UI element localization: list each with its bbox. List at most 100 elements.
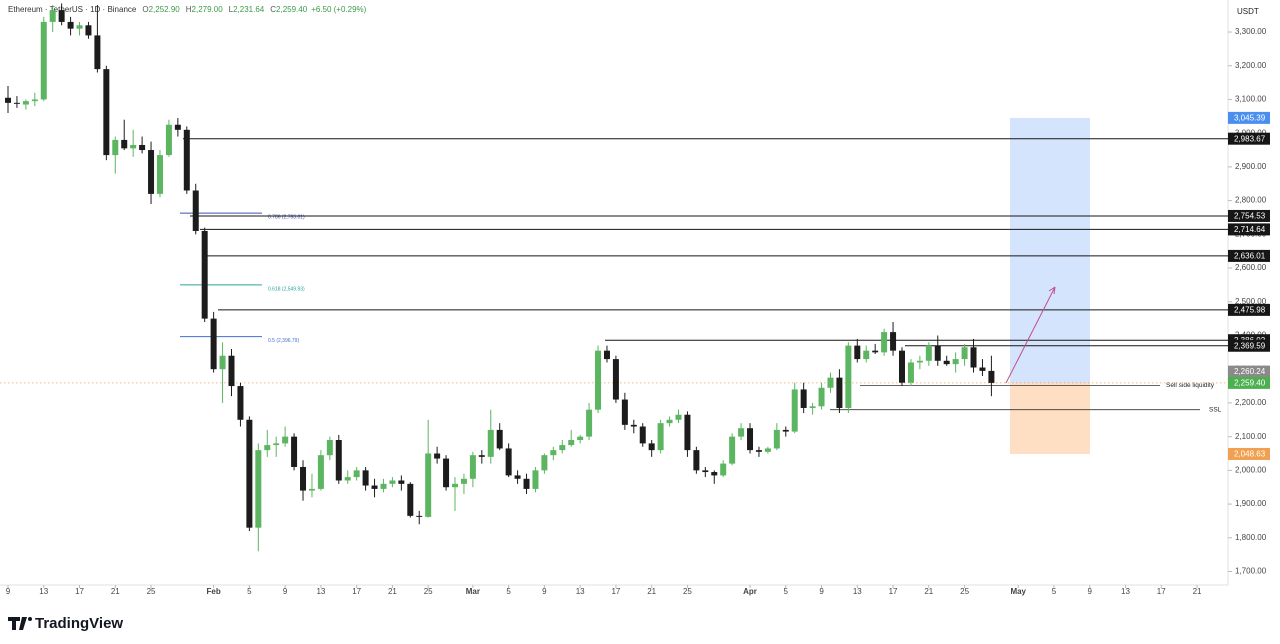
- candle-body: [621, 399, 628, 425]
- price-label-box: [1228, 376, 1270, 389]
- candle-body: [890, 332, 897, 351]
- candle-body: [398, 480, 405, 484]
- candle-body: [335, 440, 342, 481]
- x-tick-label: 13: [853, 587, 862, 596]
- candle-body: [943, 360, 950, 365]
- candle-body: [434, 453, 441, 459]
- candle-body: [559, 445, 566, 451]
- candle-body: [872, 350, 879, 353]
- candle-body: [210, 318, 217, 370]
- candle-body: [246, 419, 253, 528]
- candle-body: [291, 436, 298, 467]
- candle-body: [586, 409, 593, 437]
- candle-body: [353, 470, 360, 478]
- header: Ethereum · TetherUS · 1D · Binance O2,252…: [8, 5, 367, 14]
- x-tick-label: 5: [784, 587, 789, 596]
- price-label: 2,636.01: [1234, 252, 1266, 261]
- candle-body: [264, 445, 271, 451]
- candle-body: [907, 362, 914, 383]
- x-tick-label: 17: [1157, 587, 1166, 596]
- candle-body: [478, 455, 485, 457]
- candle-body: [755, 450, 762, 452]
- x-tick-label: 13: [576, 587, 585, 596]
- candle-body: [362, 470, 369, 486]
- candle-body: [532, 470, 539, 489]
- x-tick-label: 17: [352, 587, 361, 596]
- candle-body: [550, 450, 557, 456]
- candle-body: [639, 426, 646, 444]
- candle-body: [425, 453, 432, 517]
- candle-body: [219, 355, 226, 370]
- x-tick-label: 21: [647, 587, 656, 596]
- x-tick-label: 25: [683, 587, 692, 596]
- candle-body: [469, 455, 476, 479]
- candle-body: [702, 470, 709, 473]
- candle-body: [103, 69, 110, 156]
- arrow-head: [1048, 286, 1056, 295]
- price-label: 2,369.59: [1234, 341, 1266, 350]
- x-tick-label: 9: [819, 587, 824, 596]
- x-tick-label: 21: [388, 587, 397, 596]
- candle-body: [487, 429, 494, 457]
- candle-body: [505, 448, 512, 476]
- header-part: C: [270, 5, 276, 14]
- candle-body: [684, 414, 691, 451]
- candle-body: [165, 124, 172, 156]
- y-tick-label: 1,900.00: [1235, 499, 1267, 508]
- y-tick-label: 2,600.00: [1235, 263, 1267, 272]
- candle-body: [988, 370, 995, 383]
- y-tick-label: 2,800.00: [1235, 196, 1267, 205]
- currency: USDT: [1237, 7, 1259, 16]
- price-label: 2,754.53: [1234, 212, 1266, 221]
- candle-body: [648, 443, 655, 451]
- candle-body: [854, 345, 861, 360]
- candle-body: [255, 450, 262, 528]
- candle-body: [845, 345, 852, 408]
- candle-body: [577, 436, 584, 441]
- candle-body: [881, 332, 888, 353]
- price-label: 2,983.67: [1234, 134, 1266, 143]
- candle-body: [237, 386, 244, 420]
- candle-body: [809, 406, 816, 408]
- candle-body: [94, 35, 101, 70]
- x-tick-label: 13: [316, 587, 325, 596]
- price-label: 2,260.24: [1234, 367, 1266, 376]
- price-label: 2,048.63: [1234, 450, 1266, 459]
- fib-label: 0.5 (2,396.79): [268, 338, 299, 344]
- y-tick-label: 2,900.00: [1235, 162, 1267, 171]
- y-tick-label: 1,700.00: [1235, 567, 1267, 576]
- logo-mark: [8, 617, 27, 630]
- price-label: 2,259.40: [1234, 379, 1266, 388]
- candle-body: [863, 350, 870, 360]
- candle-body: [612, 359, 619, 400]
- candle-body: [308, 488, 315, 491]
- y-tick-label: 2,000.00: [1235, 465, 1267, 474]
- candle-body: [952, 359, 959, 365]
- x-tick-label: May: [1010, 587, 1026, 596]
- candle-body: [407, 483, 414, 516]
- candle-body: [139, 144, 146, 151]
- candle-body: [729, 436, 736, 464]
- candle-body: [389, 480, 396, 484]
- x-tick-label: 25: [424, 587, 433, 596]
- brand-logo: [8, 617, 32, 630]
- x-tick-label: 25: [960, 587, 969, 596]
- candle-body: [738, 428, 745, 437]
- fib-label: 0.618 (2,549.93): [268, 286, 305, 292]
- candle-body: [979, 367, 986, 371]
- candle-body: [693, 450, 700, 471]
- candle-body: [156, 155, 163, 194]
- candle-body: [568, 440, 575, 446]
- x-tick-label: 21: [1193, 587, 1202, 596]
- candle-body: [201, 230, 208, 319]
- candle-body: [5, 97, 11, 103]
- x-tick-label: 5: [506, 587, 511, 596]
- price-label-box: [1228, 365, 1270, 378]
- stop-zone: [1010, 382, 1090, 454]
- candle-body: [970, 347, 977, 368]
- candle-body: [460, 478, 467, 484]
- candle-body: [899, 350, 905, 383]
- candle-body: [49, 10, 56, 22]
- candle-body: [192, 190, 199, 231]
